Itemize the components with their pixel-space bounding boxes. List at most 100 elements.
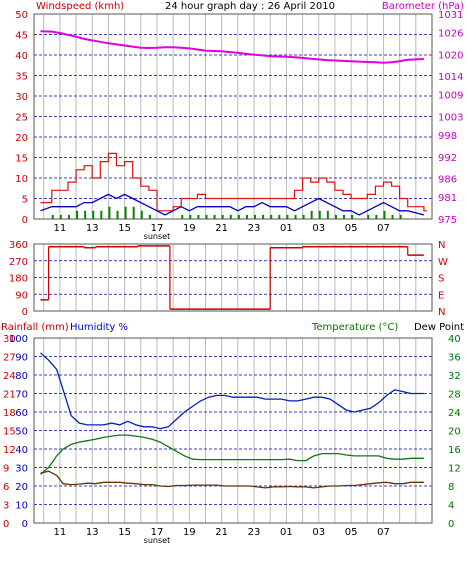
- windspeed-tick-label: 0: [22, 215, 28, 226]
- x-tick-label: 01: [280, 527, 293, 538]
- sunset-marker: sunset: [144, 232, 171, 241]
- x-tick-label: 11: [54, 223, 67, 234]
- low-wind-bar: [278, 214, 281, 219]
- low-wind-bar: [100, 210, 103, 219]
- compass-tick-label: N: [438, 240, 445, 251]
- windspeed-tick-label: 30: [15, 92, 28, 103]
- barometer-tick-label: 1020: [438, 50, 463, 61]
- barometer-tick-label: 975: [438, 215, 457, 226]
- x-tick-label: 19: [183, 223, 196, 234]
- barometer-tick-label: 1014: [438, 72, 463, 83]
- windspeed-tick-label: 10: [15, 174, 28, 185]
- windspeed-tick-label: 15: [15, 154, 28, 165]
- low-wind-bar: [132, 206, 135, 219]
- low-wind-bar: [375, 214, 378, 219]
- low-wind-bar: [124, 206, 127, 219]
- low-wind-bar: [67, 214, 70, 219]
- humidity-tick-label: 30: [15, 464, 28, 475]
- temperature-tick-label: 0: [448, 519, 454, 530]
- low-wind-bar: [286, 214, 289, 219]
- low-wind-bar: [237, 214, 240, 219]
- temperature-tick-label: 20: [448, 427, 461, 438]
- direction-tick-label: 90: [15, 290, 28, 301]
- low-wind-bar: [229, 214, 232, 219]
- x-tick-label: 21: [215, 527, 228, 538]
- temperature-tick-label: 16: [448, 445, 461, 456]
- low-wind-bar: [92, 210, 95, 219]
- low-wind-bar: [367, 214, 370, 219]
- windspeed-tick-label: 5: [22, 195, 28, 206]
- rainfall-tick-label: 6: [3, 482, 9, 493]
- low-wind-bar: [343, 214, 346, 219]
- humidity-tick-label: 50: [15, 427, 28, 438]
- x-tick-label: 15: [118, 527, 131, 538]
- humidity-tick-label: 70: [15, 390, 28, 401]
- windspeed-axis-title: Windspeed (kmh): [36, 1, 124, 12]
- x-tick-label: 23: [248, 527, 261, 538]
- direction-tick-label: 0: [22, 307, 28, 318]
- dewpoint-series-line: [40, 470, 424, 489]
- barometer-tick-label: 992: [438, 153, 457, 164]
- temperature-tick-label: 8: [448, 482, 454, 493]
- low-wind-bar: [221, 214, 224, 219]
- low-wind-bar: [84, 210, 87, 219]
- temperature-tick-label: 4: [448, 501, 454, 512]
- low-wind-bar: [294, 214, 297, 219]
- barometer-axis-title: Barometer (hPa): [382, 1, 464, 12]
- low-wind-bar: [351, 214, 354, 219]
- barometer-tick-label: 981: [438, 193, 457, 204]
- panel-frame: [33, 13, 433, 220]
- windspeed-tick-label: 20: [15, 133, 28, 144]
- barometer-tick-label: 998: [438, 131, 457, 142]
- humidity-axis-title: Humidity %: [70, 322, 128, 333]
- x-tick-label: 15: [118, 223, 131, 234]
- panel-frame: [33, 243, 433, 312]
- low-wind-bar: [59, 214, 62, 219]
- compass-tick-label: S: [438, 274, 444, 285]
- barometer-tick-label: 1009: [438, 91, 463, 102]
- temperature-series-line: [40, 434, 424, 475]
- x-tick-label: 17: [151, 223, 164, 234]
- x-tick-label: 17: [151, 527, 164, 538]
- low-wind-bar: [254, 214, 257, 219]
- low-wind-bar: [51, 214, 54, 219]
- low-wind-bar: [302, 214, 305, 219]
- x-tick-label: 11: [54, 527, 67, 538]
- barometer-tick-label: 1026: [438, 28, 463, 39]
- x-tick-label: 23: [248, 223, 261, 234]
- rainfall-tick-label: 24: [3, 371, 16, 382]
- x-tick-label: 21: [215, 223, 228, 234]
- rainfall-tick-label: 27: [3, 353, 16, 364]
- low-wind-bar: [140, 210, 143, 219]
- low-wind-bar: [391, 214, 394, 219]
- wind-direction-panel: 0 N 90 E 180 S 270 W 360 N: [9, 240, 448, 318]
- low-wind-bar: [399, 214, 402, 219]
- panel-frame: [33, 337, 433, 524]
- humidity-tick-label: 40: [15, 445, 28, 456]
- rainfall-tick-label: 3: [3, 501, 9, 512]
- humidity-tick-label: 100: [9, 334, 28, 345]
- low-wind-bar: [310, 210, 313, 219]
- rainfall-tick-label: 21: [3, 390, 16, 401]
- low-wind-bar: [262, 214, 265, 219]
- direction-tick-label: 270: [9, 257, 28, 268]
- compass-tick-label: W: [438, 257, 448, 268]
- rainfall-tick-label: 0: [3, 519, 9, 530]
- x-tick-label: 01: [280, 223, 293, 234]
- graph-title: 24 hour graph day : 26 April 2010: [165, 1, 335, 12]
- x-tick-label: 03: [312, 223, 325, 234]
- low-wind-bar: [148, 214, 151, 219]
- windspeed-tick-label: 25: [15, 113, 28, 124]
- low-wind-bar: [318, 210, 321, 219]
- humidity-tick-label: 10: [15, 501, 28, 512]
- low-wind-bar: [116, 210, 119, 219]
- x-tick-label: 03: [312, 527, 325, 538]
- windspeed-tick-label: 50: [15, 10, 28, 21]
- low-wind-bar: [76, 210, 79, 219]
- low-wind-bar: [213, 214, 216, 219]
- barometer-tick-label: 986: [438, 175, 457, 186]
- humidity-series-line: [40, 352, 424, 430]
- temperature-axis-title: Temperature (°C): [311, 322, 398, 333]
- rainfall-tick-label: 12: [3, 445, 16, 456]
